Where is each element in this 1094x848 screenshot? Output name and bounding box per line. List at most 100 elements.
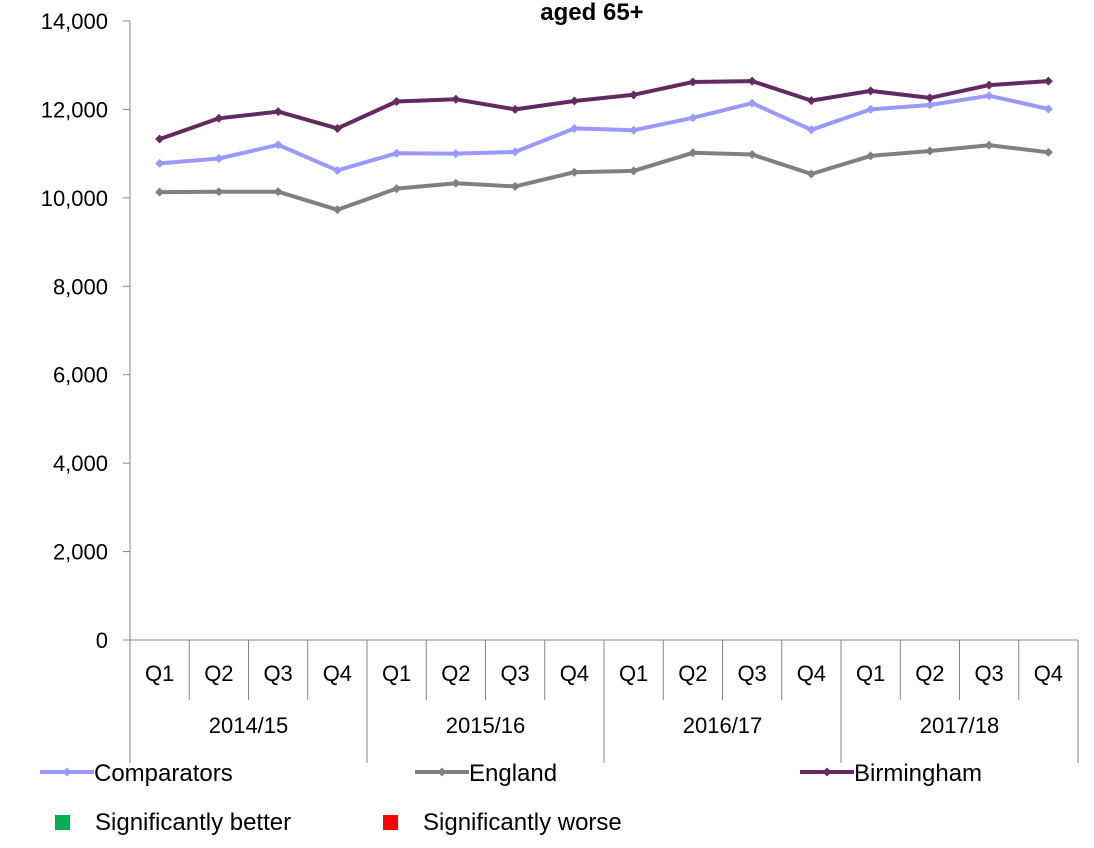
legend-item-comparators: Comparators [40,760,233,787]
y-axis: 0 2,000 4,000 6,000 8,000 10,000 12,000 14,000 [41,9,131,653]
data-point [451,178,461,188]
x-quarter-label: Q4 [560,661,589,686]
data-point [688,113,698,123]
data-point [925,100,935,110]
data-point [155,134,165,144]
significance-legend-item: Significantly better [55,809,291,836]
legend-marker [437,767,447,777]
x-quarter-label: Q1 [145,661,174,686]
data-point [1043,76,1053,86]
legend-label: Comparators [94,760,233,787]
x-quarter-label: Q2 [204,661,233,686]
data-point [214,154,224,164]
data-point [629,90,639,100]
data-point [332,123,342,133]
x-quarter-label: Q1 [382,661,411,686]
y-tick-label: 0 [96,628,108,653]
x-quarter-label: Q4 [323,661,352,686]
data-point [1043,147,1053,157]
x-quarter-label: Q3 [500,661,529,686]
x-quarter-label: Q3 [974,661,1003,686]
data-point [273,140,283,150]
data-point [747,76,757,86]
x-quarter-label: Q3 [737,661,766,686]
data-point [569,96,579,106]
series-line [159,143,1049,212]
series-england [155,140,1053,215]
x-quarter-label: Q3 [263,661,292,686]
legend-marker [822,767,832,777]
data-point [747,150,757,160]
y-tick-label: 6,000 [53,363,108,388]
x-quarter-label: Q1 [856,661,885,686]
data-point [155,187,165,197]
y-tick-label: 8,000 [53,274,108,299]
x-year-label: 2016/17 [683,713,763,738]
significance-label: Significantly worse [423,809,622,836]
y-tick-label: 10,000 [41,186,108,211]
data-point [510,181,520,191]
data-point [747,98,757,108]
y-tick-label: 14,000 [41,9,108,34]
series-line [159,93,1049,173]
x-quarter-label: Q4 [797,661,826,686]
legend-item-england: England [415,760,557,787]
data-point [806,125,816,135]
significance-legend-item: Significantly worse [383,809,622,836]
data-point [392,184,402,194]
y-tick-label: 4,000 [53,451,108,476]
data-point [214,187,224,197]
data-point [866,151,876,161]
data-point [510,104,520,114]
data-point [273,107,283,117]
data-point [925,146,935,156]
data-point [569,123,579,133]
chart-title: aged 65+ [540,0,643,26]
y-tick-label: 2,000 [53,540,108,565]
x-axis: Q1 Q2 Q3 Q4 Q1 Q2 Q3 Q4 Q1 Q2 Q3 Q4 Q1 Q2 Q3 Q4 2014/15 2… [129,639,1079,763]
x-year-label: 2015/16 [446,713,526,738]
data-point [569,167,579,177]
data-point [332,165,342,175]
series-birmingham [155,76,1053,144]
data-point [451,149,461,159]
data-point [806,169,816,179]
data-point [866,104,876,114]
x-quarter-label: Q2 [441,661,470,686]
x-quarter-label: Q2 [678,661,707,686]
legend-label: England [469,760,557,787]
data-point [984,80,994,90]
legend-item-birmingham: Birmingham [800,760,982,787]
legend-marker [62,767,72,777]
series-lines [155,76,1053,215]
data-point [925,93,935,103]
series-line [158,79,1049,141]
data-point [1043,104,1053,114]
data-point [984,140,994,150]
x-quarter-label: Q4 [1034,661,1063,686]
data-point [806,96,816,106]
significance-swatch [383,815,398,830]
data-point [629,166,639,176]
data-point [392,148,402,158]
data-point [629,125,639,135]
significance-swatch [55,815,70,830]
data-point [510,147,520,157]
data-point [273,187,283,197]
data-point [688,77,698,87]
series-legend: Comparators England Birmingham [40,760,982,787]
data-point [155,158,165,168]
significance-label: Significantly better [95,809,291,836]
data-point [451,94,461,104]
data-point [332,205,342,215]
data-point [214,113,224,123]
data-point [392,96,402,106]
data-point [688,148,698,158]
series-comparators [155,91,1053,175]
significance-legend: Significantly better Significantly worse [55,809,622,836]
x-quarter-label: Q2 [915,661,944,686]
y-tick-label: 12,000 [41,97,108,122]
data-point [866,86,876,96]
x-year-label: 2014/15 [209,713,289,738]
